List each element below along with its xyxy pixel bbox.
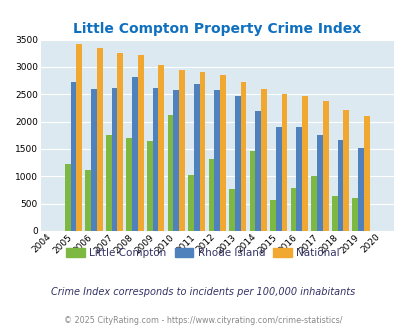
Bar <box>85 170 91 231</box>
Bar <box>179 70 184 231</box>
Bar <box>91 89 97 231</box>
Bar <box>208 159 214 231</box>
Bar <box>117 53 123 231</box>
Bar <box>255 111 260 231</box>
Legend: Little Compton, Rhode Island, National: Little Compton, Rhode Island, National <box>62 244 343 262</box>
Bar <box>316 135 322 231</box>
Bar <box>301 96 307 231</box>
Bar <box>220 75 225 231</box>
Text: © 2025 CityRating.com - https://www.cityrating.com/crime-statistics/: © 2025 CityRating.com - https://www.city… <box>64 316 341 325</box>
Text: Crime Index corresponds to incidents per 100,000 inhabitants: Crime Index corresponds to incidents per… <box>51 287 354 297</box>
Bar <box>228 189 234 231</box>
Bar <box>352 198 357 231</box>
Bar <box>132 77 138 231</box>
Bar <box>337 140 343 231</box>
Bar <box>331 196 337 231</box>
Bar <box>249 151 255 231</box>
Bar <box>111 88 117 231</box>
Bar <box>106 135 111 231</box>
Bar <box>322 101 328 231</box>
Bar <box>97 49 102 231</box>
Bar <box>296 127 301 231</box>
Bar <box>234 96 240 231</box>
Bar <box>311 176 316 231</box>
Bar <box>173 90 179 231</box>
Bar <box>138 55 143 231</box>
Bar <box>269 200 275 231</box>
Title: Little Compton Property Crime Index: Little Compton Property Crime Index <box>73 22 360 36</box>
Bar <box>152 88 158 231</box>
Bar <box>65 164 70 231</box>
Bar <box>167 115 173 231</box>
Bar <box>363 115 369 231</box>
Bar <box>126 138 132 231</box>
Bar <box>158 65 164 231</box>
Bar <box>281 94 287 231</box>
Bar <box>357 148 363 231</box>
Bar <box>147 141 152 231</box>
Bar <box>70 82 76 231</box>
Bar <box>193 84 199 231</box>
Bar <box>260 89 266 231</box>
Bar <box>240 82 246 231</box>
Bar <box>275 127 281 231</box>
Bar <box>343 110 348 231</box>
Bar <box>214 90 220 231</box>
Bar <box>199 72 205 231</box>
Bar <box>290 188 296 231</box>
Bar <box>76 44 82 231</box>
Bar <box>188 175 193 231</box>
